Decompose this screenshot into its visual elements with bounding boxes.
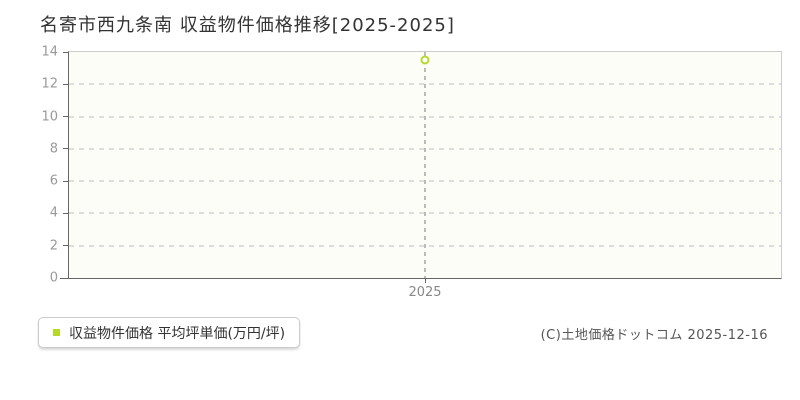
data-point-marker bbox=[420, 55, 430, 65]
plot-area: 0 2 4 6 8 10 12 14 2025 bbox=[41, 45, 782, 300]
y-axis-tick bbox=[63, 245, 69, 247]
legend: 収益物件価格 平均坪単価(万円/坪) bbox=[38, 317, 301, 348]
chart-title: 名寄市西九条南 収益物件価格推移[2025-2025] bbox=[40, 15, 455, 36]
y-axis-tick bbox=[63, 277, 69, 279]
y-axis-label: 8 bbox=[49, 141, 58, 157]
y-axis-label: 6 bbox=[49, 173, 58, 189]
y-axis-label: 0 bbox=[49, 270, 58, 286]
y-axis-label: 14 bbox=[41, 44, 58, 60]
legend-label: 収益物件価格 平均坪単価(万円/坪) bbox=[69, 325, 286, 342]
legend-marker-icon bbox=[53, 329, 60, 336]
copyright-text: (C)土地価格ドットコム 2025-12-16 bbox=[540, 328, 768, 343]
x-axis-tick bbox=[424, 278, 426, 283]
y-axis-tick bbox=[63, 116, 69, 118]
y-axis-tick bbox=[63, 180, 69, 182]
x-axis-label: 2025 bbox=[408, 285, 442, 300]
y-axis-label: 4 bbox=[49, 205, 58, 221]
y-axis-tick bbox=[63, 212, 69, 214]
guide-line bbox=[424, 52, 426, 278]
y-axis-label: 10 bbox=[41, 109, 58, 125]
y-axis-label: 12 bbox=[41, 76, 58, 92]
y-axis-tick bbox=[63, 51, 69, 53]
y-axis-label: 2 bbox=[49, 238, 58, 254]
y-axis-tick bbox=[63, 148, 69, 150]
y-axis-tick bbox=[63, 83, 69, 85]
